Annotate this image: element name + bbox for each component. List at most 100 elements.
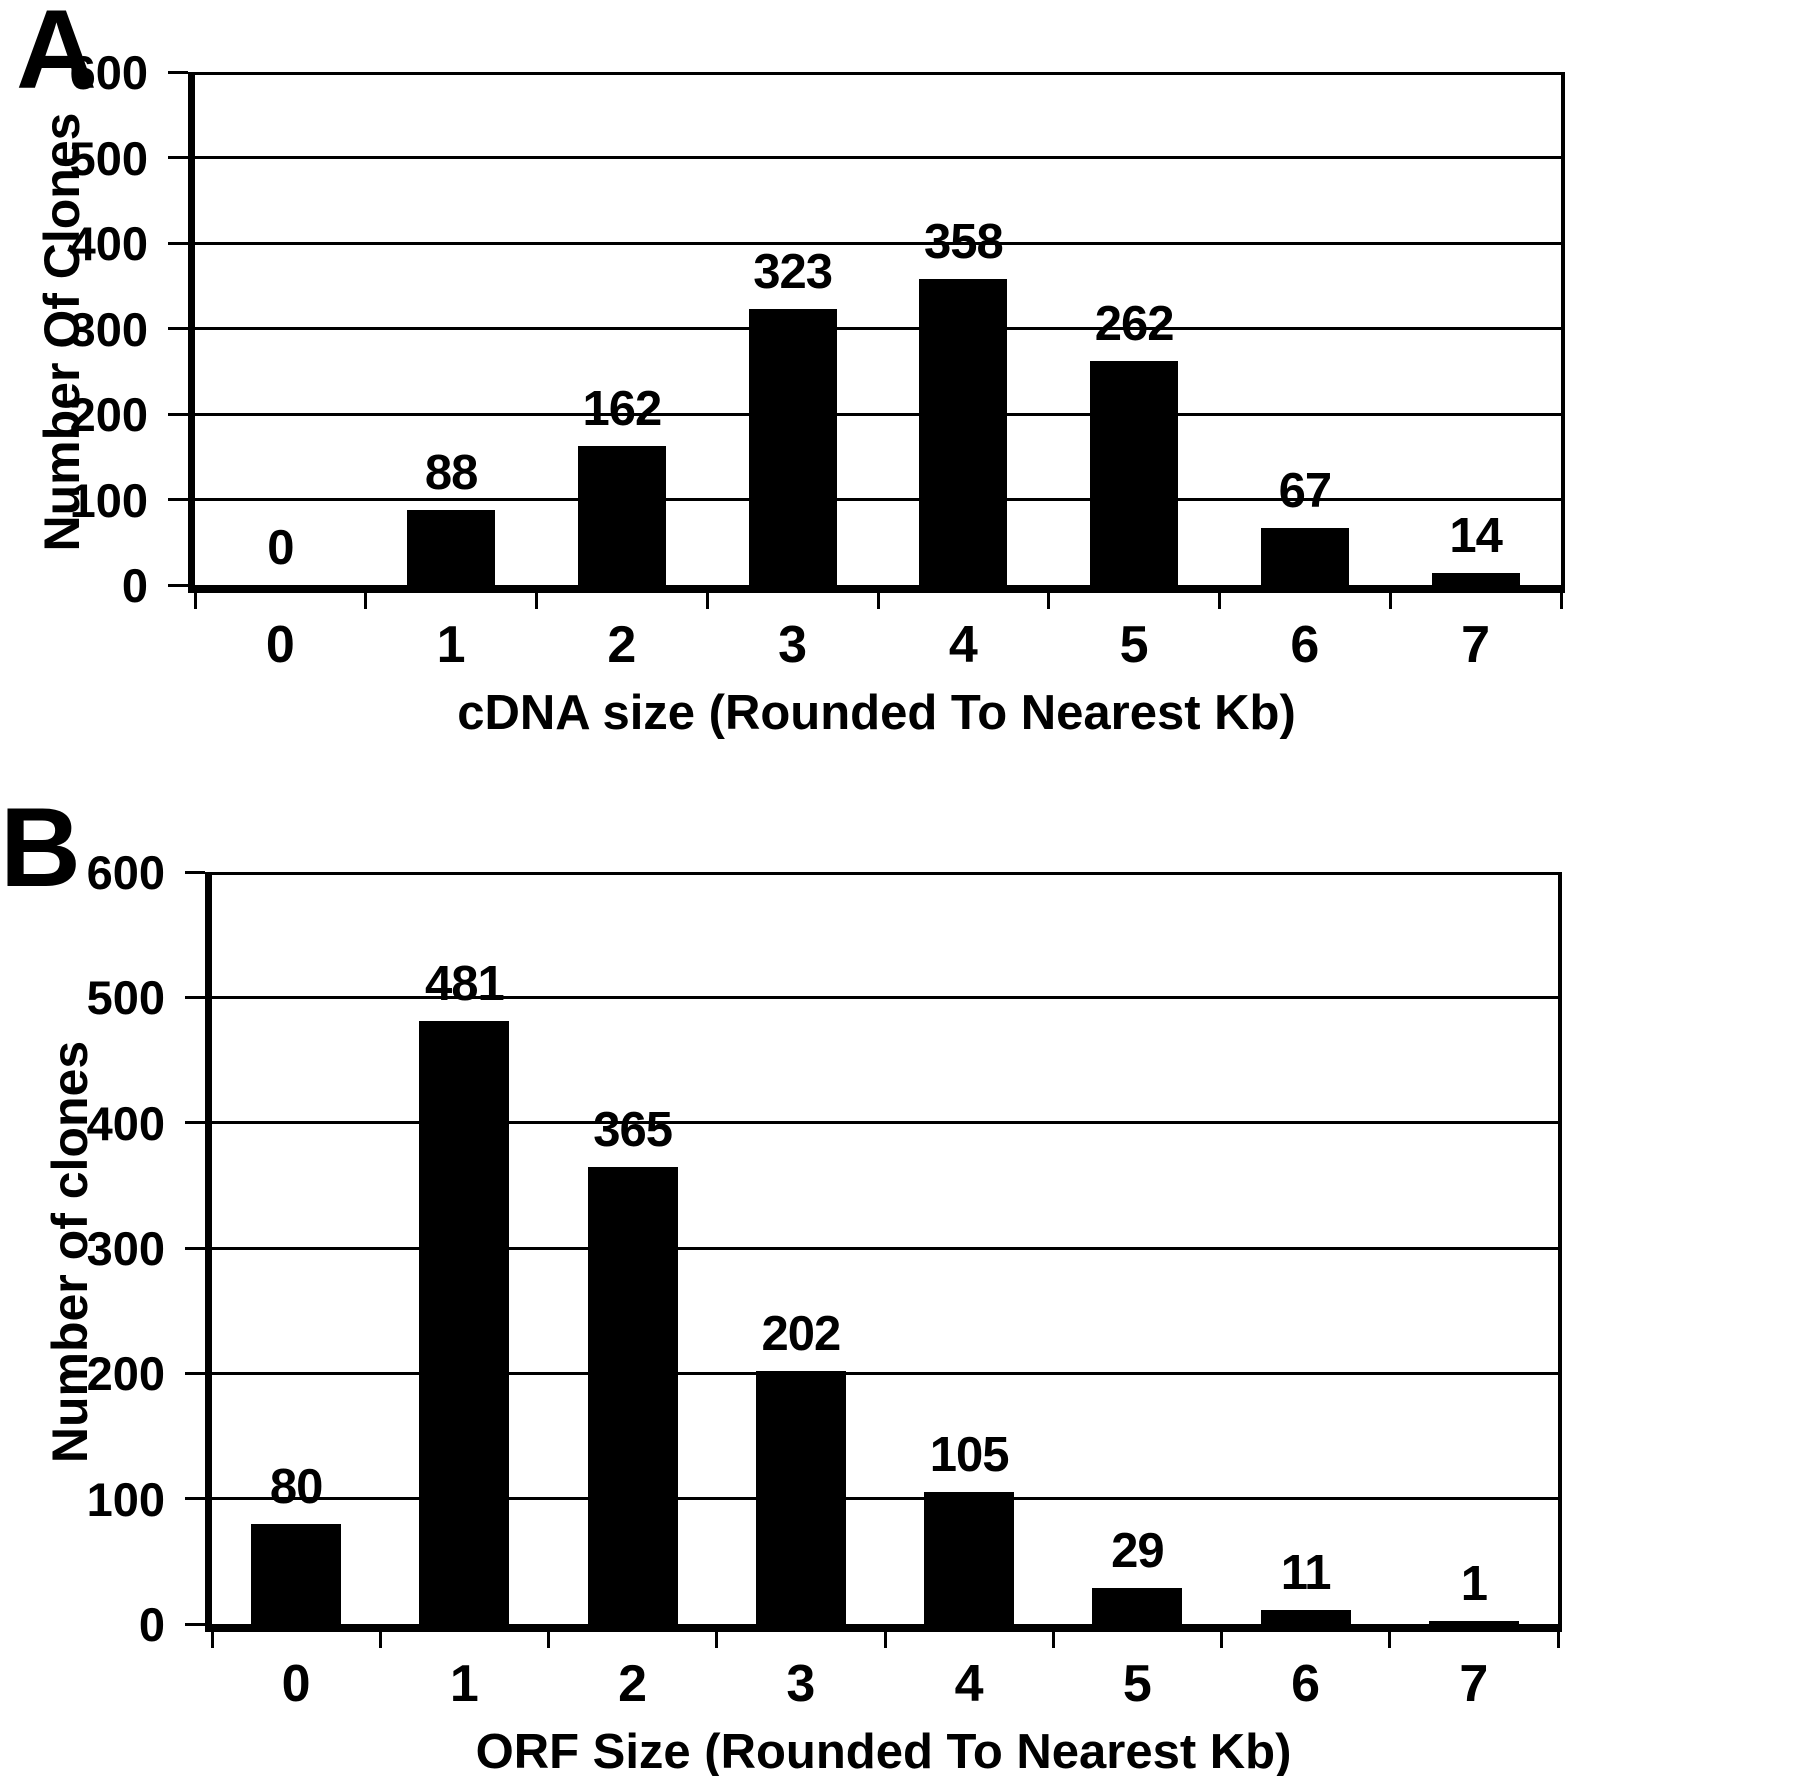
panel-a-x-tick-5 — [1047, 593, 1051, 609]
panel-b-bar-value-1: 481 — [424, 957, 505, 1011]
panel-b-x-axis-title: ORF Size (Rounded To Nearest Kb) — [475, 1725, 1292, 1776]
panel-a-y-tick-0 — [168, 583, 188, 587]
panel-a-y-tick-label-0: 0 — [121, 559, 148, 612]
panel-b-x-tick-1 — [378, 1632, 382, 1648]
panel-a-x-tick-7 — [1388, 593, 1392, 609]
panel-a-y-tick-100 — [168, 498, 188, 501]
panel-a-bar-3 — [748, 309, 837, 585]
panel-b-bar-6 — [1260, 1610, 1351, 1624]
panel-b-x-tick-label-0: 0 — [281, 1655, 311, 1713]
panel-a-x-axis-title: cDNA size (Rounded To Nearest Kb) — [457, 686, 1296, 740]
panel-a-bar-2 — [577, 446, 666, 585]
panel-b-y-tick-200 — [185, 1371, 205, 1375]
panel-a-y-tick-label-400: 400 — [69, 217, 148, 270]
panel-a-letter: A — [16, 0, 97, 112]
panel-a-bar-value-2: 162 — [582, 382, 662, 436]
panel-a-bar-value-5: 262 — [1094, 297, 1175, 351]
panel-a-y-tick-600 — [168, 70, 188, 74]
panel-a-x-tick-label-2: 2 — [607, 616, 637, 674]
panel-a-y-tick-200 — [168, 412, 188, 416]
panel-b-bar-value-7: 1 — [1460, 1557, 1488, 1611]
panel-b-x-tick-label-5: 5 — [1122, 1655, 1152, 1713]
panel-b-x-tick-label-7: 7 — [1459, 1655, 1489, 1713]
panel-a-x-tick-4 — [876, 593, 880, 609]
panel-b-bar-value-3: 202 — [761, 1307, 841, 1361]
panel-b-bar-value-2: 365 — [593, 1103, 673, 1157]
panel-b-y-tick-0 — [185, 1622, 205, 1626]
panel-a-plot-area: 0 88 162 323 358 262 67 14 — [188, 72, 1565, 593]
panel-a-y-tick-label-300: 300 — [69, 302, 148, 356]
panel-b-y-axis-title: Number of clones — [42, 1040, 98, 1464]
panel-a-x-tick-1 — [364, 593, 368, 609]
panel-a-x-tick-label-6: 6 — [1290, 616, 1320, 674]
panel-a-y-tick-400 — [168, 241, 188, 245]
panel-a-gridline-600 — [195, 72, 1561, 75]
panel-b-y-tick-label-300: 300 — [86, 1222, 165, 1275]
panel-b-x-tick-label-6: 6 — [1291, 1655, 1321, 1713]
panel-a-y-tick-label-100: 100 — [69, 473, 148, 527]
panel-a-gridline-100 — [195, 498, 1561, 501]
panel-b-gridline-500 — [212, 995, 1558, 999]
panel-b-x-tick-3 — [715, 1632, 719, 1648]
panel-b-gridline-400 — [212, 1121, 1558, 1125]
panel-a-y-axis-title: Number Of Clones — [34, 112, 90, 552]
panel-b-y-tick-100 — [185, 1497, 205, 1501]
panel-a-bar-value-1: 88 — [424, 446, 479, 500]
panel-b-gridline-600 — [212, 872, 1558, 875]
panel-b-bar-5 — [1092, 1588, 1183, 1624]
panel-b-bar-value-5: 29 — [1111, 1524, 1165, 1578]
panel-b-x-tick-2 — [547, 1632, 550, 1648]
panel-b-bar-7 — [1428, 1621, 1519, 1624]
panel-b-y-tick-500 — [185, 995, 205, 999]
panel-a-x-tick-label-7: 7 — [1461, 616, 1491, 674]
panel-a-x-tick-label-5: 5 — [1119, 616, 1149, 674]
panel-a-bar-value-6: 67 — [1278, 464, 1333, 518]
panel-a-bar-1 — [407, 510, 496, 585]
panel-a-x-tick-label-3: 3 — [778, 616, 808, 674]
panel-a-y-tick-500 — [168, 156, 188, 159]
panel-b-x-tick-8 — [1556, 1632, 1560, 1648]
panel-a-x-tick-0 — [193, 593, 197, 609]
panel-a-gridline-500 — [195, 156, 1561, 159]
panel-a-y-tick-300 — [168, 327, 188, 330]
panel-b-x-tick-4 — [883, 1632, 887, 1648]
panel-b-y-tick-label-400: 400 — [86, 1096, 165, 1150]
panel-a-y-tick-label-600: 600 — [69, 46, 148, 99]
panel-b-y-tick-label-500: 500 — [86, 971, 165, 1025]
panel-b-gridline-200 — [212, 1371, 1558, 1375]
panel-b-plot-area: 80 481 365 202 105 29 11 1 — [205, 872, 1562, 1632]
panel-a-x-tick-8 — [1559, 593, 1563, 609]
panel-a-bar-4 — [919, 279, 1008, 585]
panel-b-x-tick-6 — [1220, 1632, 1223, 1648]
panel-b-x-tick-0 — [210, 1632, 214, 1648]
panel-a-y-tick-label-200: 200 — [69, 388, 148, 441]
panel-b-bar-value-0: 80 — [269, 1460, 324, 1514]
panel-a-gridline-200 — [195, 412, 1561, 416]
panel-a-x-tick-2 — [535, 593, 538, 609]
panel-b-y-tick-300 — [185, 1246, 205, 1250]
panel-b-x-tick-label-4: 4 — [954, 1655, 984, 1713]
panel-a-gridline-300 — [195, 327, 1561, 330]
panel-a-bar-7 — [1431, 573, 1520, 585]
panel-b-y-tick-600 — [185, 870, 205, 874]
panel-b-x-tick-7 — [1388, 1632, 1392, 1648]
panel-b-x-tick-label-2: 2 — [618, 1655, 648, 1713]
panel-b-x-tick-5 — [1051, 1632, 1055, 1648]
panel-b-bar-2 — [587, 1167, 678, 1624]
panel-a-gridline-400 — [195, 241, 1561, 245]
panel-b-gridline-100 — [212, 1497, 1558, 1501]
panel-a-bar-value-3: 323 — [753, 245, 833, 299]
panel-a-bar-value-0: 0 — [267, 521, 294, 575]
panel-b-y-tick-label-600: 600 — [86, 846, 165, 899]
panel-b-bar-value-4: 105 — [929, 1428, 1010, 1482]
panel-b-y-tick-400 — [185, 1121, 205, 1125]
panel-a-x-tick-label-0: 0 — [265, 616, 295, 674]
panel-a-bar-value-4: 358 — [923, 215, 1004, 269]
panel-b-y-tick-label-100: 100 — [86, 1472, 165, 1526]
panel-b-bar-1 — [419, 1021, 510, 1624]
panel-b-letter: B — [0, 785, 81, 910]
panel-a-y-tick-label-500: 500 — [69, 131, 148, 185]
